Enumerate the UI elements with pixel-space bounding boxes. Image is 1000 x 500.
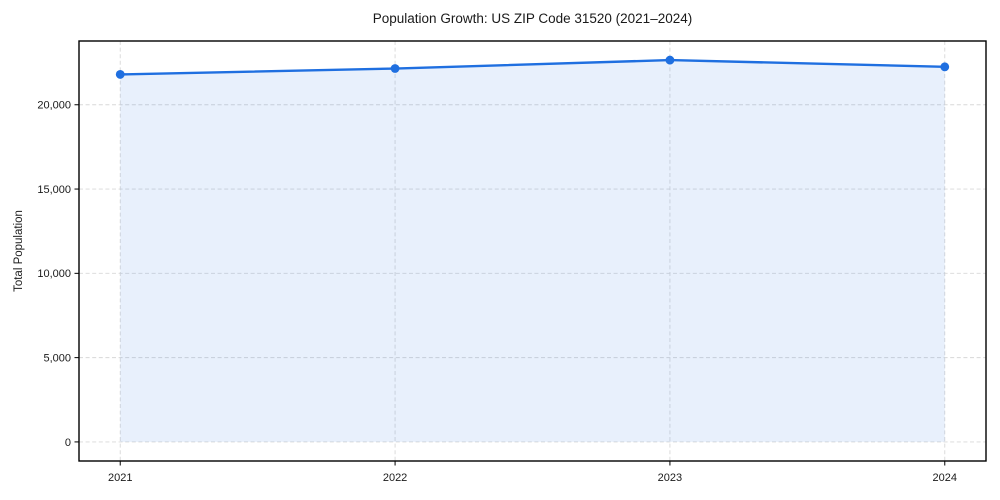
area-fill [120, 60, 945, 442]
y-tick-label-3: 15,000 [37, 184, 71, 196]
y-tick-label-4: 20,000 [37, 100, 71, 112]
y-tick-label-0: 0 [65, 437, 71, 449]
y-tick-label-1: 5,000 [43, 353, 71, 365]
x-tick-label-2023: 2023 [658, 472, 682, 484]
data-point-2024 [940, 62, 950, 72]
x-tick-label-2022: 2022 [383, 472, 407, 484]
trend-line [119, 58, 946, 76]
data-point-2023 [665, 55, 675, 65]
plot-border [78, 40, 987, 462]
y-axis-label: Total Population [13, 210, 25, 292]
chart-title: Population Growth: US ZIP Code 31520 (20… [373, 11, 692, 26]
y-tick-label-2: 10,000 [37, 268, 71, 280]
data-point-2022 [390, 64, 400, 73]
data-point-2021 [115, 70, 125, 79]
plot-area: 0 5,000 10,000 15,000 20,000 2021 2022 2023 2024 [37, 40, 987, 484]
x-tick-label-2024: 2024 [933, 472, 957, 484]
x-tick-label-2021: 2021 [108, 472, 132, 484]
